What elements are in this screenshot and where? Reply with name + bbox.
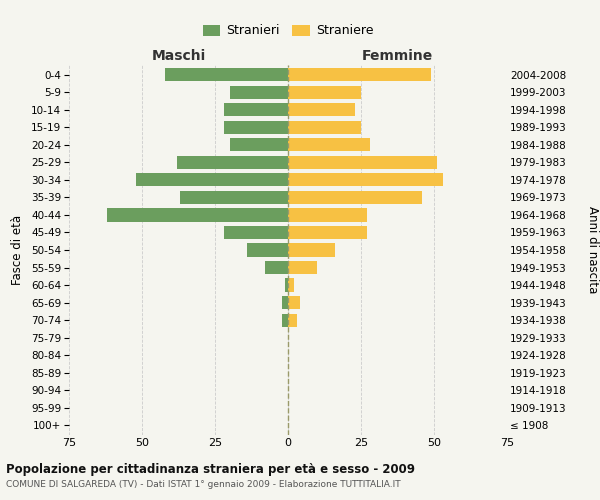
Bar: [166, 68, 288, 81]
Bar: [288, 296, 299, 309]
Bar: [288, 120, 361, 134]
Bar: [265, 261, 288, 274]
Bar: [288, 191, 422, 204]
Bar: [288, 208, 367, 222]
Bar: [288, 174, 443, 186]
Bar: [282, 314, 288, 326]
Bar: [288, 261, 317, 274]
Bar: [136, 174, 288, 186]
Bar: [285, 278, 288, 291]
Bar: [288, 103, 355, 117]
Text: Femmine: Femmine: [362, 49, 433, 63]
Bar: [224, 226, 288, 239]
Bar: [224, 120, 288, 134]
Legend: Stranieri, Straniere: Stranieri, Straniere: [197, 20, 379, 42]
Bar: [288, 278, 294, 291]
Bar: [288, 226, 367, 239]
Bar: [177, 156, 288, 169]
Bar: [247, 244, 288, 256]
Text: COMUNE DI SALGAREDA (TV) - Dati ISTAT 1° gennaio 2009 - Elaborazione TUTTITALIA.: COMUNE DI SALGAREDA (TV) - Dati ISTAT 1°…: [6, 480, 401, 489]
Text: Popolazione per cittadinanza straniera per età e sesso - 2009: Popolazione per cittadinanza straniera p…: [6, 462, 415, 475]
Text: Maschi: Maschi: [151, 49, 206, 63]
Bar: [288, 314, 297, 326]
Bar: [288, 86, 361, 99]
Y-axis label: Anni di nascita: Anni di nascita: [586, 206, 599, 294]
Bar: [288, 68, 431, 81]
Bar: [107, 208, 288, 222]
Y-axis label: Fasce di età: Fasce di età: [11, 215, 24, 285]
Bar: [224, 103, 288, 117]
Bar: [180, 191, 288, 204]
Bar: [230, 138, 288, 151]
Bar: [282, 296, 288, 309]
Bar: [288, 244, 335, 256]
Bar: [288, 156, 437, 169]
Bar: [288, 138, 370, 151]
Bar: [230, 86, 288, 99]
